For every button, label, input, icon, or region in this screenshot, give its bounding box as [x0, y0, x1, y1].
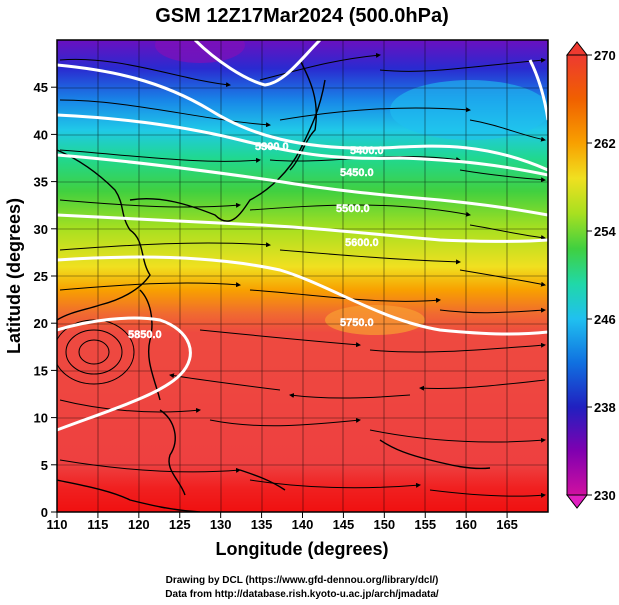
contour-label: 5300.0 [255, 141, 289, 153]
colorbar-tick-label: 254 [594, 224, 616, 239]
chart-title: GSM 12Z17Mar2024 (500.0hPa) [155, 5, 449, 27]
x-tick-label: 110 [47, 517, 68, 532]
colorbar-bottom-triangle [565, 494, 589, 509]
colorbar-tick-label: 270 [594, 48, 616, 63]
colorbar-top-triangle [565, 41, 589, 56]
x-tick-label: 130 [210, 517, 232, 532]
y-tick-label: 45 [34, 80, 48, 95]
colorbar-tick-label: 238 [594, 400, 616, 415]
credit-line-1: Drawing by DCL (https://www.gfd-dennou.o… [166, 575, 439, 586]
y-tick-label: 10 [34, 411, 48, 426]
y-tick-label: 30 [34, 222, 48, 237]
colorbar: 270 262 254 246 238 230 [565, 41, 616, 509]
x-tick-label: 165 [496, 517, 518, 532]
plot-area: 5300.0 5400.0 5450.0 5500.0 5600.0 5750.… [57, 40, 548, 512]
x-tick-label: 155 [414, 517, 436, 532]
height-contours [57, 40, 548, 432]
contour-labels: 5300.0 5400.0 5450.0 5500.0 5600.0 5750.… [128, 141, 384, 341]
colorbar-gradient [566, 54, 588, 496]
grid-lines [57, 40, 548, 512]
y-tick-label: 40 [34, 127, 48, 142]
y-tick-label: 25 [34, 269, 48, 284]
coastlines [57, 59, 491, 512]
contour-label: 5400.0 [350, 145, 384, 157]
y-tick-label: 35 [34, 175, 48, 190]
y-tick-label: 20 [34, 316, 48, 331]
x-tick-label: 140 [292, 517, 314, 532]
x-tick-label: 150 [373, 517, 395, 532]
colorbar-tick-label: 246 [594, 312, 616, 327]
warm-patch [325, 305, 425, 335]
cold-core [155, 40, 245, 63]
x-axis-title: Longitude (degrees) [215, 539, 388, 559]
x-axis: 110 115 120 125 130 135 140 145 150 155 160 165 [47, 512, 518, 532]
y-axis: 0 5 10 15 20 25 30 35 40 45 [34, 80, 57, 520]
x-tick-label: 160 [455, 517, 477, 532]
contour-label: 5500.0 [336, 203, 370, 215]
wind-streamlines [59, 52, 546, 498]
contour-label: 5750.0 [340, 317, 374, 329]
y-tick-label: 0 [41, 505, 48, 520]
colorbar-tick-label: 262 [594, 136, 616, 151]
contour-label: 5850.0 [128, 329, 162, 341]
x-tick-label: 145 [333, 517, 355, 532]
colorbar-tick-label: 230 [594, 488, 616, 503]
y-tick-label: 5 [41, 458, 48, 473]
contour-label: 5600.0 [345, 237, 379, 249]
x-tick-label: 125 [169, 517, 191, 532]
credit-line-2: Data from http://database.rish.kyoto-u.a… [165, 589, 439, 600]
x-tick-label: 135 [251, 517, 273, 532]
x-tick-label: 115 [87, 517, 108, 532]
contour-label: 5450.0 [340, 167, 374, 179]
x-tick-label: 120 [128, 517, 150, 532]
y-axis-title: Latitude (degrees) [4, 198, 24, 354]
y-tick-label: 15 [34, 363, 48, 378]
